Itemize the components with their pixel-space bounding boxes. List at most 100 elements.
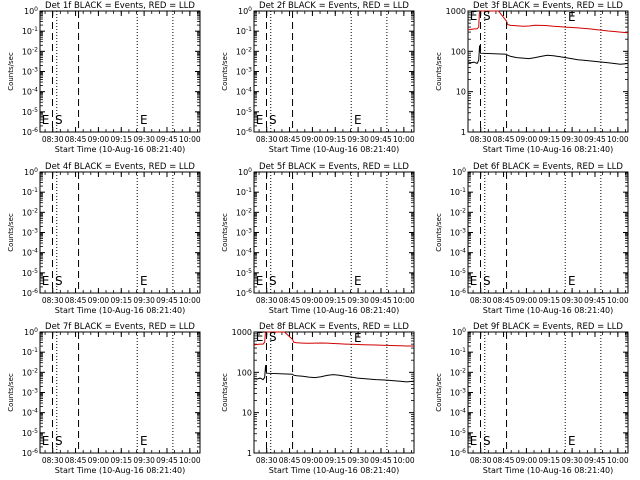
x-axis-label: Start Time (10-Aug-16 08:21:40): [483, 306, 614, 315]
y-tick-label: 10-1: [236, 26, 252, 36]
plot-frame: [467, 171, 629, 294]
y-tick-label: 10-1: [450, 187, 466, 197]
marker-s: S: [483, 434, 491, 448]
x-tick-label: 10:00: [393, 135, 415, 144]
x-tick-label: 09:15: [324, 135, 346, 144]
y-axis-label: Counts/sec: [7, 52, 15, 91]
y-tick-label: 10-6: [236, 288, 252, 298]
panel-title: Det 4f BLACK = Events, RED = LLD: [45, 162, 195, 172]
y-tick-label: 10-2: [236, 207, 252, 217]
lld-series-line: [467, 10, 629, 34]
marker-e: E: [140, 434, 148, 448]
x-tick-label: 09:45: [584, 456, 606, 465]
plot-frame: [253, 331, 415, 454]
x-tick-label: 09:00: [88, 296, 110, 305]
x-tick-label: 08:30: [256, 135, 278, 144]
marker-e: E: [470, 274, 478, 288]
x-tick-label: 08:45: [65, 456, 87, 465]
marker-s: S: [55, 434, 63, 448]
marker-s: S: [483, 274, 491, 288]
x-tick-label: 09:30: [561, 456, 583, 465]
x-tick-label: 09:30: [347, 456, 369, 465]
x-tick-label: 10:00: [179, 456, 201, 465]
y-tick-label: 10-2: [450, 207, 466, 217]
x-tick-label: 09:45: [370, 456, 392, 465]
x-tick-label: 09:15: [110, 135, 132, 144]
y-tick-label: 10-3: [22, 228, 38, 238]
x-axis-label: Start Time (10-Aug-16 08:21:40): [55, 145, 186, 154]
panel-title: Det 1f BLACK = Events, RED = LLD: [45, 1, 195, 11]
detector-panel: Det 7f BLACK = Events, RED = LLD Start Ti…: [7, 322, 201, 475]
y-tick-label: 10-2: [22, 207, 38, 217]
marker-s: S: [55, 113, 63, 127]
x-tick-label: 08:30: [256, 456, 278, 465]
y-tick-label: 100: [451, 47, 466, 56]
x-axis-label: Start Time (10-Aug-16 08:21:40): [269, 145, 400, 154]
events-series-line: [253, 365, 415, 383]
marker-e: E: [354, 113, 362, 127]
y-tick-label: 10-1: [22, 26, 38, 36]
marker-e: E: [42, 434, 50, 448]
x-tick-label: 09:45: [156, 135, 178, 144]
x-tick-label: 10:00: [393, 296, 415, 305]
x-tick-label: 08:30: [42, 296, 64, 305]
y-tick-label: 10-3: [22, 67, 38, 77]
y-tick-label: 10-6: [450, 288, 466, 298]
x-tick-label: 10:00: [607, 456, 629, 465]
x-tick-label: 10:00: [179, 135, 201, 144]
x-axis-label: Start Time (10-Aug-16 08:21:40): [269, 466, 400, 475]
x-tick-label: 10:00: [393, 456, 415, 465]
y-tick-label: 10-3: [22, 388, 38, 398]
x-tick-label: 09:15: [110, 456, 132, 465]
y-tick-label: 10: [456, 88, 466, 97]
x-tick-label: 09:00: [88, 456, 110, 465]
y-tick-label: 10-5: [22, 428, 38, 438]
y-tick-label: 100: [24, 327, 38, 337]
y-tick-label: 1: [461, 128, 466, 137]
panel-title: Det 7f BLACK = Events, RED = LLD: [45, 322, 195, 332]
y-tick-label: 100: [24, 6, 38, 16]
y-tick-label: 10-5: [450, 268, 466, 278]
y-tick-label: 100: [237, 368, 252, 377]
x-tick-label: 08:45: [65, 135, 87, 144]
x-tick-label: 09:45: [156, 296, 178, 305]
marker-e: E: [470, 434, 478, 448]
marker-e: E: [140, 113, 148, 127]
x-tick-label: 09:00: [302, 135, 324, 144]
x-tick-label: 09:00: [302, 456, 324, 465]
y-tick-label: 10-1: [450, 347, 466, 357]
detector-panel: Det 4f BLACK = Events, RED = LLD Start Ti…: [7, 162, 201, 315]
x-tick-label: 10:00: [607, 296, 629, 305]
x-tick-label: 09:45: [156, 456, 178, 465]
x-tick-label: 08:45: [65, 296, 87, 305]
x-tick-label: 09:00: [516, 296, 538, 305]
x-tick-label: 09:30: [561, 135, 583, 144]
x-tick-label: 09:30: [133, 135, 155, 144]
y-tick-label: 1: [247, 449, 252, 458]
x-tick-label: 09:00: [516, 135, 538, 144]
y-tick-label: 10-4: [22, 408, 38, 418]
y-axis-label: Counts/sec: [435, 213, 443, 252]
x-tick-label: 08:30: [470, 456, 492, 465]
x-tick-label: 09:30: [133, 296, 155, 305]
x-tick-label: 09:45: [370, 135, 392, 144]
y-tick-label: 10-6: [22, 127, 38, 137]
x-tick-label: 09:30: [133, 456, 155, 465]
x-axis-label: Start Time (10-Aug-16 08:21:40): [483, 466, 614, 475]
y-tick-label: 10-5: [22, 107, 38, 117]
x-tick-label: 09:30: [561, 296, 583, 305]
y-tick-label: 10-3: [450, 228, 466, 238]
y-tick-label: 10-4: [236, 248, 252, 258]
detector-panel: Det 1f BLACK = Events, RED = LLD Start Ti…: [7, 1, 201, 154]
y-axis-label: Counts/sec: [7, 213, 15, 252]
y-tick-label: 10-2: [22, 367, 38, 377]
y-tick-label: 10-1: [22, 347, 38, 357]
plot-frame: [39, 171, 201, 294]
y-tick-label: 10-2: [22, 46, 38, 56]
x-tick-label: 09:00: [88, 135, 110, 144]
x-axis-label: Start Time (10-Aug-16 08:21:40): [55, 306, 186, 315]
x-tick-label: 09:15: [324, 296, 346, 305]
x-tick-label: 09:15: [538, 135, 560, 144]
x-tick-label: 10:00: [179, 296, 201, 305]
y-tick-label: 10-1: [236, 187, 252, 197]
